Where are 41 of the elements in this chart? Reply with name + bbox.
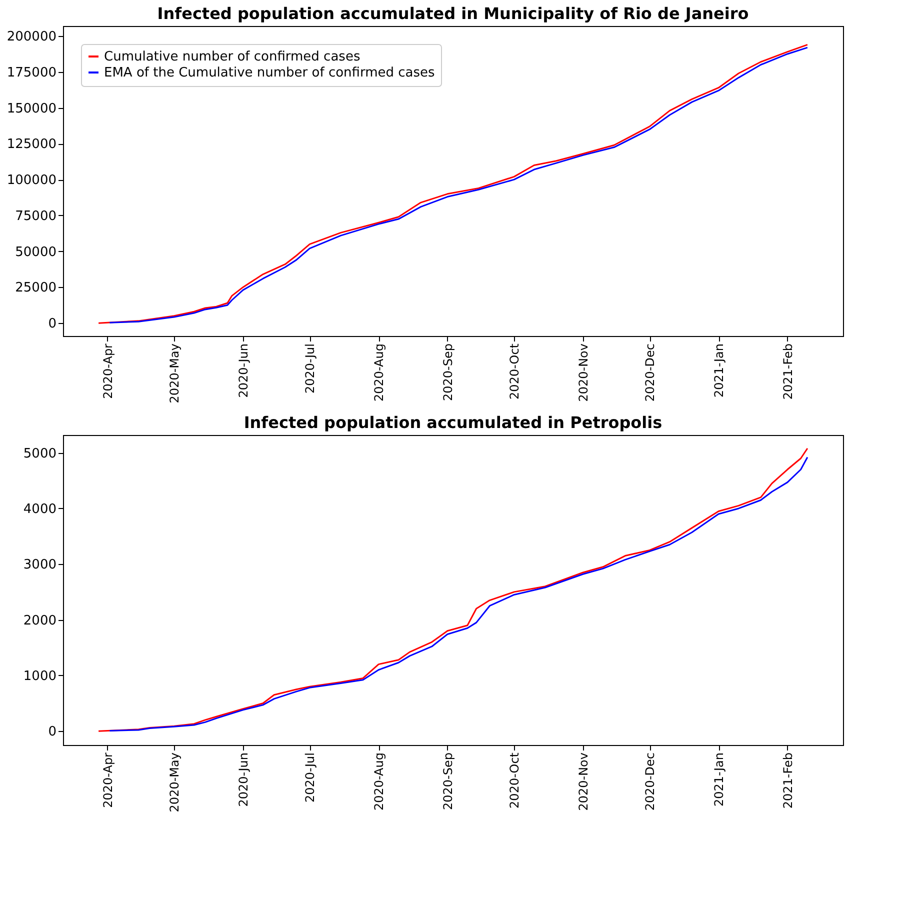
x-tick-label: 2020-Nov: [576, 344, 590, 402]
y-tick-label: 2000: [23, 613, 56, 628]
y-tick-label: 4000: [23, 502, 56, 517]
y-tick-label: 50000: [15, 244, 56, 260]
y-tick-label: 0: [48, 316, 56, 332]
y-tick-label: 75000: [15, 208, 56, 224]
x-tick-label: 2020-Jun: [236, 752, 250, 807]
x-tick-label: 2021-Feb: [780, 752, 795, 809]
chart-title: Infected population accumulated in Municipality of Rio de Janeiro: [157, 4, 749, 23]
x-tick-label: 2020-Sep: [440, 752, 455, 810]
x-tick-label: 2020-Sep: [440, 344, 455, 401]
y-tick-label: 200000: [6, 30, 56, 45]
x-tick-label: 2020-Dec: [643, 344, 658, 402]
x-tick-label: 2020-May: [168, 344, 182, 404]
x-tick-label: 2021-Jan: [712, 752, 726, 807]
x-tick-label: 2021-Feb: [780, 344, 795, 400]
y-tick-label: 1000: [23, 668, 56, 684]
legend-label: Cumulative number of confirmed cases: [104, 50, 360, 64]
y-tick-label: 175000: [6, 65, 56, 80]
y-tick-label: 150000: [6, 101, 56, 116]
x-tick-label: 2020-Apr: [100, 343, 115, 399]
legend-label: EMA of the Cumulative number of confirmed cases: [104, 66, 436, 80]
y-tick-label: 0: [48, 724, 56, 740]
x-tick-label: 2020-Dec: [643, 752, 658, 811]
x-tick-label: 2020-Nov: [576, 752, 590, 811]
x-tick-label: 2021-Jan: [712, 344, 726, 398]
x-tick-label: 2020-Jul: [303, 752, 318, 803]
x-tick-label: 2020-Oct: [508, 343, 522, 400]
y-tick-label: 3000: [23, 558, 56, 573]
x-tick-label: 2020-Jul: [303, 344, 318, 394]
chart-title: Infected population accumulated in Petropolis: [244, 413, 662, 432]
x-tick-label: 2020-May: [168, 752, 182, 812]
y-tick-label: 25000: [15, 280, 56, 296]
y-tick-label: 5000: [23, 446, 56, 462]
x-tick-label: 2020-Aug: [372, 752, 386, 811]
x-tick-label: 2020-Aug: [372, 344, 386, 402]
x-tick-label: 2020-Jun: [236, 344, 250, 398]
y-tick-label: 125000: [6, 137, 56, 152]
y-tick-label: 100000: [6, 173, 56, 188]
x-tick-label: 2020-Apr: [100, 752, 115, 808]
x-tick-label: 2020-Oct: [508, 752, 522, 808]
